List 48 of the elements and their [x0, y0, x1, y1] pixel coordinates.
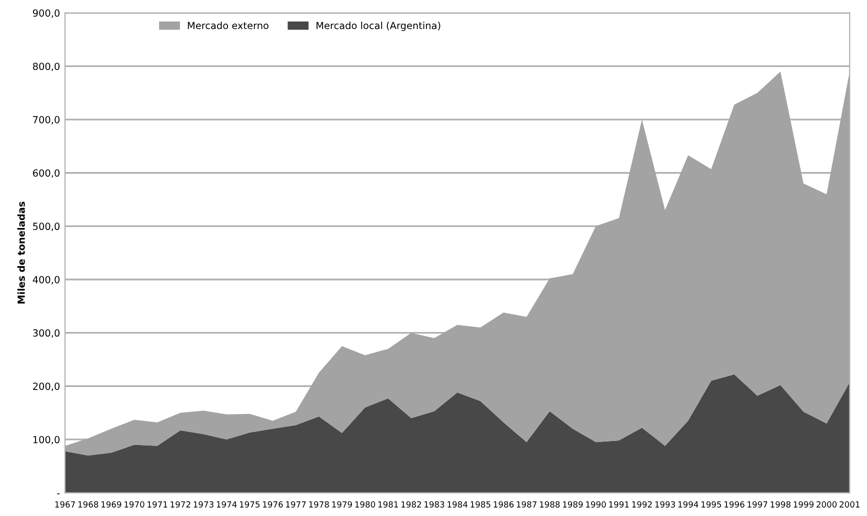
x-tick-label: 2000: [816, 501, 837, 508]
y-tick-label: 100,0: [33, 436, 60, 444]
y-tick-label: -: [57, 493, 60, 494]
x-tick-label: 1998: [770, 501, 790, 508]
x-tick-label: 1984: [448, 501, 468, 508]
y-tick-label: 800,0: [32, 62, 60, 72]
x-tick-label: 1987: [516, 501, 536, 508]
x-tick-label: 1997: [748, 501, 768, 508]
x-tick-label: 1992: [632, 501, 652, 508]
y-axis-title: Miles de toneladas: [17, 202, 25, 304]
x-tick-label: 1970: [124, 501, 144, 508]
x-tick-label: 1990: [586, 501, 606, 508]
x-tick-label: 1991: [609, 501, 629, 508]
legend-label: Mercado local (Argentina): [316, 22, 440, 32]
x-tick-label: 1968: [78, 501, 98, 508]
x-tick-label: 1975: [240, 501, 260, 508]
x-tick-label: 1982: [402, 501, 421, 508]
x-tick-label: 1986: [494, 501, 514, 508]
x-tick-label: 1996: [724, 501, 744, 508]
y-tick-label: 900,0: [32, 9, 60, 18]
y-tick-label: 600,0: [33, 169, 60, 178]
x-tick-label: 1993: [655, 501, 675, 508]
x-tick-label: 1973: [194, 501, 214, 508]
x-tick-label: 1976: [263, 501, 283, 508]
y-tick-label: 200,0: [33, 382, 60, 391]
x-tick-label: 1985: [470, 501, 490, 508]
x-tick-label: 1977: [286, 501, 306, 508]
y-tick-label: 700,0: [33, 116, 60, 124]
x-tick-label: 1989: [563, 501, 583, 508]
x-tick-label: 1994: [678, 501, 698, 508]
x-tick-label: 1980: [355, 501, 376, 508]
x-tick-label: 1978: [309, 501, 329, 508]
x-tick-label: 1967: [55, 501, 75, 508]
x-tick-label: 1979: [332, 501, 352, 508]
x-tick-label: 1974: [216, 501, 237, 508]
x-tick-label: 2001: [840, 501, 860, 508]
x-tick-label: 1981: [378, 501, 398, 508]
x-tick-label: 1983: [424, 501, 444, 508]
y-tick-label: 300,0: [33, 329, 60, 338]
x-tick-label: 1988: [540, 501, 560, 508]
legend-label: Mercado externo: [188, 22, 268, 30]
x-tick-label: 1995: [702, 501, 722, 508]
x-tick-label: 1969: [101, 501, 122, 508]
x-tick-label: 1971: [148, 501, 168, 508]
y-tick-label: 400,0: [32, 276, 60, 284]
x-tick-label: 1999: [794, 501, 814, 508]
x-tick-label: 1972: [170, 501, 190, 508]
y-tick-label: 500,0: [33, 222, 60, 232]
